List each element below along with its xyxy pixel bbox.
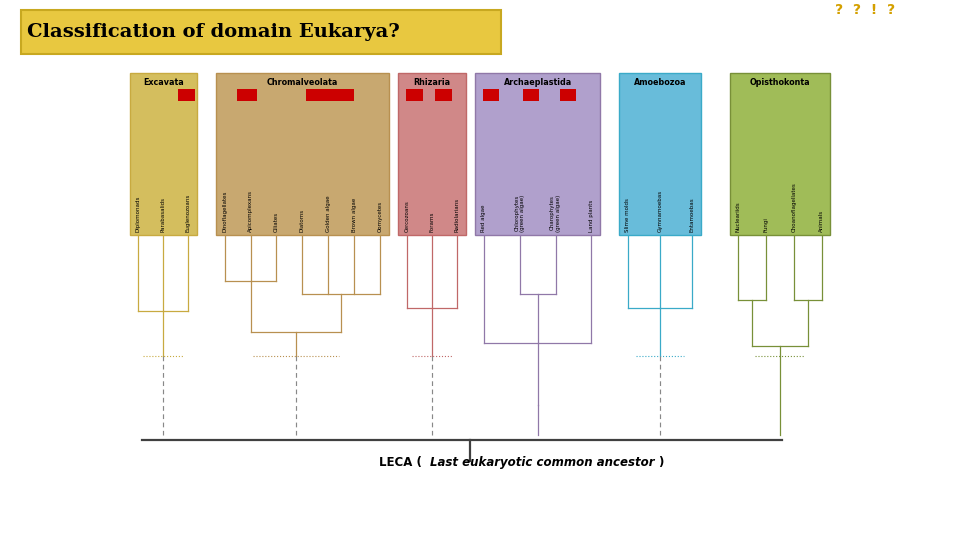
FancyBboxPatch shape [216,73,389,235]
Text: Red algae: Red algae [481,204,487,232]
Bar [178,89,195,101]
FancyBboxPatch shape [21,10,501,54]
Text: ?  ?  !  ?: ? ? ! ? [835,3,896,17]
Text: Oomycetes: Oomycetes [377,200,383,232]
Text: Forams: Forams [429,211,435,232]
Text: Archaeplastida: Archaeplastida [503,78,572,87]
Text: ): ) [659,456,664,469]
Text: Choanoflagellates: Choanoflagellates [791,182,797,232]
FancyBboxPatch shape [398,73,466,235]
Text: Chlorophytes
(green algae): Chlorophytes (green algae) [515,194,525,232]
Bar [483,89,499,101]
Text: Last eukaryotic common ancestor: Last eukaryotic common ancestor [430,456,655,469]
Text: Diplomonads: Diplomonads [135,195,141,232]
Text: Gymnamoebas: Gymnamoebas [658,190,662,232]
Text: LECA (: LECA ( [379,456,422,469]
Text: Apicomplexans: Apicomplexans [248,190,253,232]
Bar [560,89,576,101]
Text: Cercozoans: Cercozoans [404,200,410,232]
Text: Ciliates: Ciliates [274,212,279,232]
Text: Golden algae: Golden algae [325,195,331,232]
Text: Dinoflagellates: Dinoflagellates [222,190,228,232]
FancyBboxPatch shape [475,73,600,235]
Text: Diatoms: Diatoms [300,208,305,232]
Text: Animals: Animals [819,210,825,232]
Text: Rhizaria: Rhizaria [414,78,450,87]
FancyBboxPatch shape [619,73,701,235]
Text: Opisthokonta: Opisthokonta [750,78,810,87]
Bar [237,89,257,101]
FancyBboxPatch shape [730,73,830,235]
Text: Charophytes
(green algae): Charophytes (green algae) [550,194,561,232]
FancyBboxPatch shape [130,73,197,235]
Text: Nucleariids: Nucleariids [735,201,741,232]
Text: Land plants: Land plants [588,199,594,232]
Text: Slime molds: Slime molds [625,198,631,232]
Bar [522,89,539,101]
Text: Entamoebas: Entamoebas [689,197,695,232]
Text: Chromalveolata: Chromalveolata [267,78,338,87]
Text: Amoebozoa: Amoebozoa [634,78,686,87]
Text: Excavata: Excavata [143,78,183,87]
Bar [406,89,423,101]
Bar [436,89,452,101]
Text: Euglenozoans: Euglenozoans [185,193,191,232]
Bar [306,89,354,101]
Text: Radiolarians: Radiolarians [454,198,460,232]
Text: Fungi: Fungi [763,217,769,232]
Text: Classification of domain Eukarya?: Classification of domain Eukarya? [27,23,399,41]
Text: Parabasalids: Parabasalids [160,197,166,232]
Text: Brown algae: Brown algae [351,198,357,232]
